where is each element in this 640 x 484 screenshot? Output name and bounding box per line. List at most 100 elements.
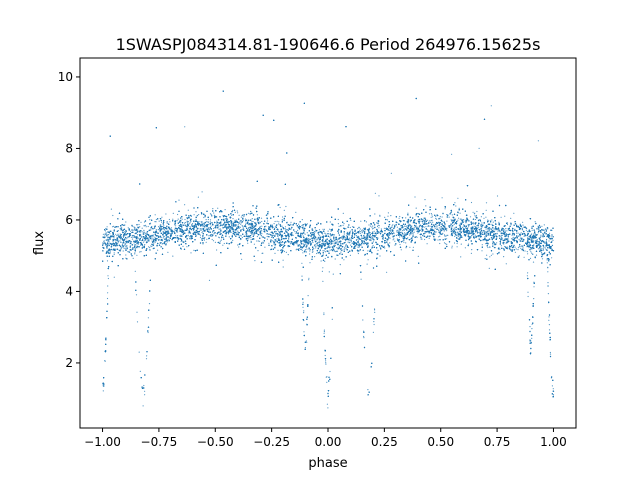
data-point [166,221,168,223]
data-point [435,238,437,240]
data-point [531,328,533,330]
data-point [519,235,522,237]
data-point [238,214,240,216]
data-point [534,233,536,235]
data-point [446,234,448,236]
data-point [513,212,515,214]
data-point [547,267,549,269]
data-point [547,271,549,273]
data-point [164,228,167,230]
data-point [122,235,125,237]
data-point [137,229,139,231]
data-point [380,228,382,230]
data-point [372,244,374,247]
data-point [291,224,293,226]
data-point [405,225,407,227]
data-point [471,233,473,235]
data-point [112,243,114,245]
data-point [422,218,424,220]
data-point [377,224,379,226]
data-point [302,301,304,303]
data-point [455,232,457,234]
data-point [161,239,164,241]
data-point [396,234,398,237]
data-point [391,225,393,227]
data-point [463,219,465,221]
data-point [342,212,344,214]
data-point [148,249,151,251]
data-point [133,235,135,237]
data-point [496,232,498,234]
data-point [419,220,421,222]
data-point [405,247,407,249]
data-point [163,228,165,230]
data-point [134,252,136,254]
data-point [202,226,204,228]
data-point [429,225,431,227]
data-point [365,236,367,238]
data-point [451,245,453,247]
data-point [113,252,115,254]
data-point [322,250,324,252]
data-point [360,220,362,222]
data-point [404,232,406,234]
data-point [517,232,519,234]
data-point [531,239,533,241]
data-point [328,271,330,273]
data-point [430,216,432,218]
data-point [445,243,447,245]
data-point [199,228,201,230]
data-point [113,253,115,256]
data-point [489,220,491,222]
data-point [520,232,522,234]
data-point [475,216,477,218]
data-point [278,223,280,225]
data-point [537,248,540,250]
data-point [533,244,535,246]
data-point [200,225,202,227]
data-point [139,231,141,234]
data-point [326,403,328,405]
data-point [192,230,195,232]
data-point [219,240,221,242]
data-point [363,229,365,231]
data-point [143,384,145,387]
data-point [426,229,428,231]
data-point [530,251,532,253]
data-point [117,233,119,235]
data-point [325,233,327,235]
data-point [239,222,241,224]
data-point [486,225,489,227]
data-point [464,220,466,222]
data-point [232,218,234,220]
data-point [119,228,121,230]
data-point [474,218,477,221]
data-point [446,243,448,245]
data-point [551,257,553,259]
data-point [420,225,422,227]
data-point [324,257,326,260]
data-point [222,236,224,238]
data-point [122,250,124,252]
data-point [303,319,305,322]
data-point [129,245,131,247]
data-point [453,227,455,229]
data-point [193,249,195,251]
data-point [263,242,265,244]
data-point [543,224,545,226]
data-point [355,235,358,237]
data-point [122,246,124,248]
data-point [467,227,469,229]
data-point [309,234,311,236]
data-point [439,217,441,219]
data-point [469,216,472,218]
data-point [491,219,493,221]
data-point [493,224,495,227]
data-point [372,241,374,243]
data-point [180,240,182,242]
data-point [540,245,542,247]
data-point [542,248,545,250]
data-point [226,219,229,221]
data-point [148,237,150,239]
data-point [242,227,244,229]
